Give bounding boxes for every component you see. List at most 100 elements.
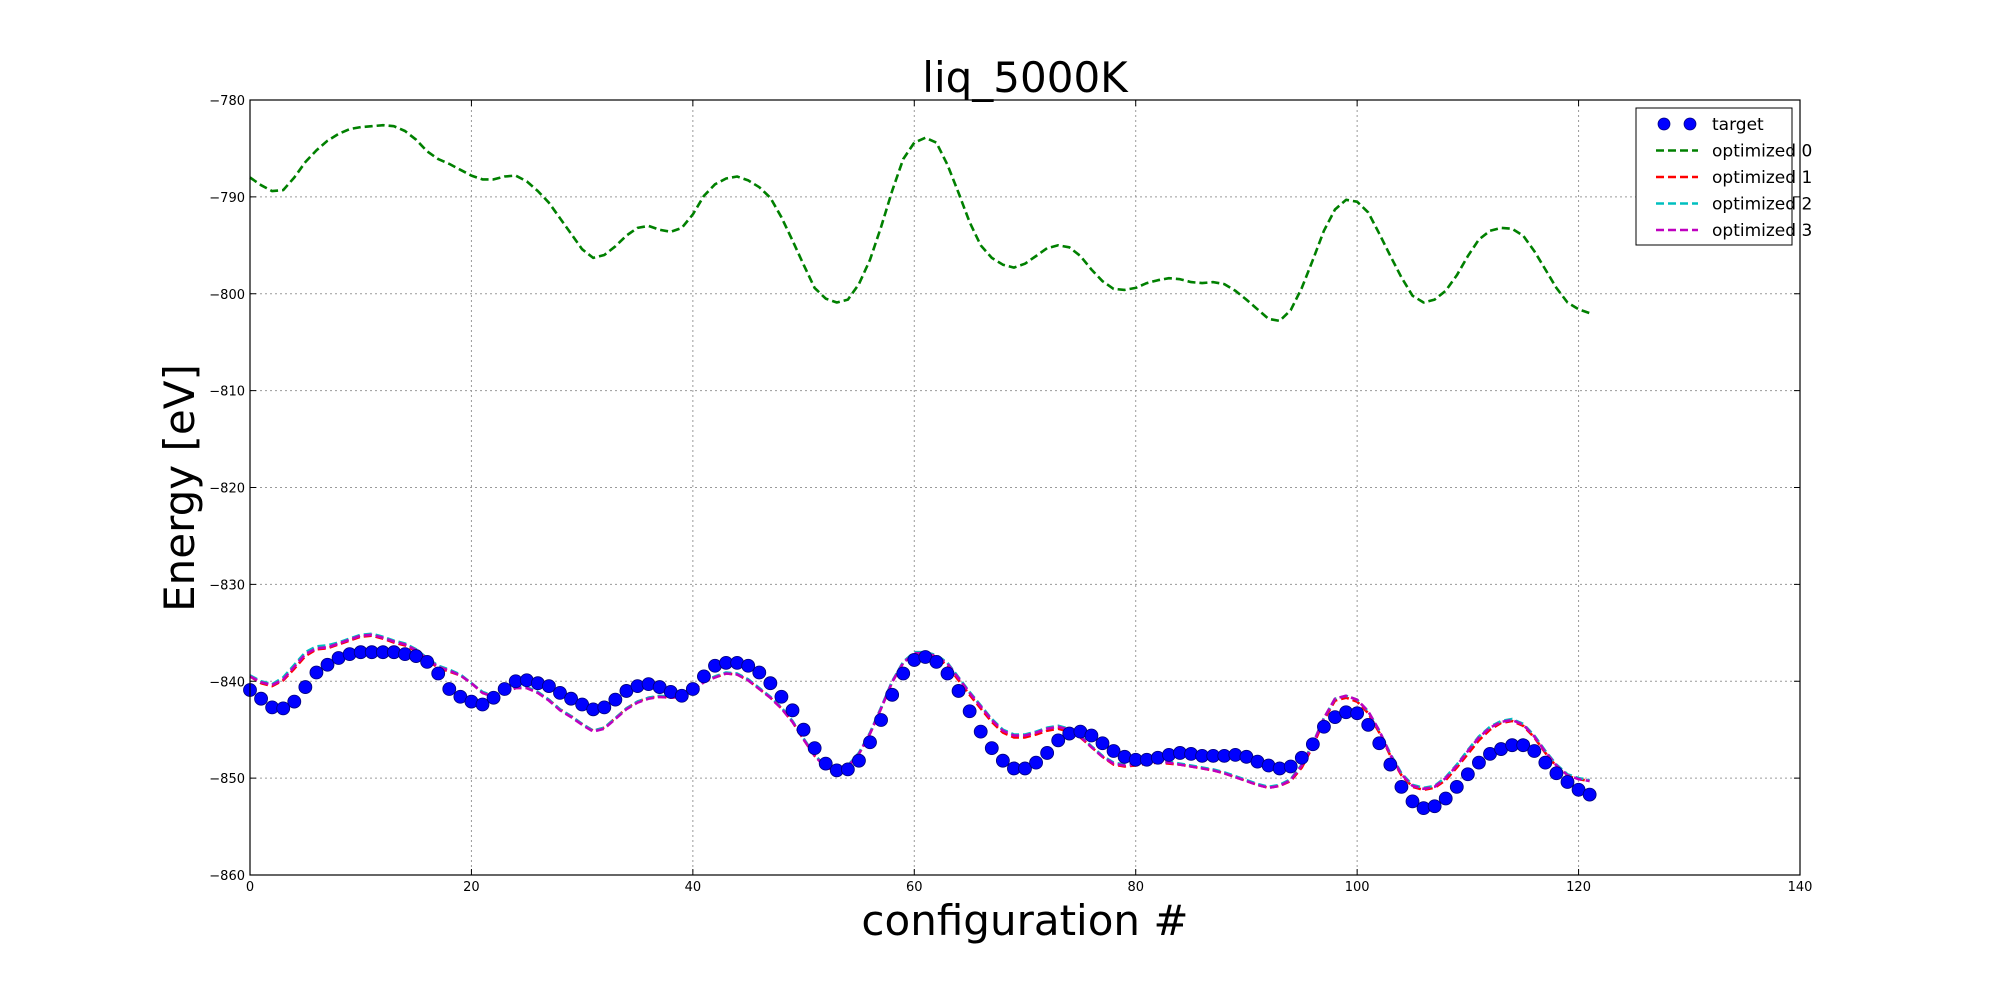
target-point xyxy=(1449,779,1464,794)
legend-label: optimized 3 xyxy=(1712,221,1812,241)
target-point xyxy=(564,691,578,706)
x-tick-label: 60 xyxy=(906,880,923,895)
axis-ticks: 0 20 40 60 80 100 120 140 −780 −790 −800 −810 −820 −8… xyxy=(209,94,1812,895)
x-tick-label: 80 xyxy=(1127,880,1144,895)
target-point xyxy=(409,649,423,663)
target-point xyxy=(1294,750,1309,765)
target-point xyxy=(995,753,1010,768)
target-point xyxy=(785,703,800,718)
target-point xyxy=(1029,755,1043,770)
x-tick-label: 40 xyxy=(685,880,702,895)
target-point xyxy=(420,654,435,669)
target-point xyxy=(685,682,700,696)
target-point xyxy=(1040,746,1055,760)
target-point xyxy=(1361,717,1376,732)
target-point xyxy=(497,682,512,696)
target-point xyxy=(951,684,966,698)
target-point xyxy=(1051,733,1066,748)
target-point xyxy=(597,700,612,715)
x-tick-label: 0 xyxy=(246,880,254,895)
y-tick-label: −800 xyxy=(209,288,245,303)
legend-label: optimized 2 xyxy=(1712,195,1812,215)
target-point xyxy=(741,658,756,673)
x-tick-label: 120 xyxy=(1566,880,1591,895)
legend-marker xyxy=(1657,117,1671,131)
target-point xyxy=(863,735,877,750)
target-point xyxy=(940,666,955,681)
y-tick-label: −790 xyxy=(209,191,245,206)
x-axis-title: configuration # xyxy=(861,896,1188,945)
target-point xyxy=(1516,738,1531,753)
target-point xyxy=(309,665,324,680)
target-point xyxy=(1106,744,1121,758)
target-point xyxy=(431,666,446,681)
y-tick-label: −810 xyxy=(209,385,245,400)
target-point xyxy=(984,741,999,755)
target-point xyxy=(1394,779,1409,794)
target-point xyxy=(874,713,888,727)
y-tick-label: −860 xyxy=(209,869,245,884)
y-tick-label: −830 xyxy=(209,578,245,593)
target-point xyxy=(1372,736,1387,751)
target-point xyxy=(1549,766,1564,781)
legend-label: target xyxy=(1712,115,1764,135)
target-point xyxy=(553,685,567,700)
target-point xyxy=(774,689,789,704)
y-tick-label: −780 xyxy=(209,94,245,109)
target-point xyxy=(674,688,689,703)
target-point xyxy=(1560,775,1575,789)
legend: target optimized 0 optimized 1 optimized 2 o… xyxy=(1635,107,1812,246)
target-point xyxy=(1582,787,1597,802)
chart-title: liq_5000K xyxy=(922,53,1129,102)
legend-label: optimized 1 xyxy=(1712,168,1812,188)
target-point xyxy=(752,665,767,680)
target-point xyxy=(1527,744,1542,758)
x-tick-label: 100 xyxy=(1345,880,1370,895)
target-point xyxy=(796,722,811,737)
target-point xyxy=(1405,794,1420,809)
x-tick-label: 140 xyxy=(1788,880,1813,895)
legend-marker xyxy=(1683,117,1697,131)
x-tick-label: 20 xyxy=(463,880,480,895)
target-point xyxy=(973,724,988,739)
target-point xyxy=(298,680,313,694)
target-point xyxy=(896,666,911,681)
target-point xyxy=(1427,799,1442,814)
target-point xyxy=(885,687,900,702)
target-point xyxy=(852,753,866,768)
target-point xyxy=(697,669,711,684)
y-axis-title: Energy [eV] xyxy=(155,364,204,612)
target-point xyxy=(1350,706,1365,721)
target-point xyxy=(818,756,833,771)
legend-label: optimized 0 xyxy=(1712,142,1812,162)
y-tick-label: −840 xyxy=(209,675,245,690)
target-point xyxy=(1018,761,1032,776)
target-point xyxy=(320,657,335,672)
target-point xyxy=(962,704,977,719)
series-line-optimized-0 xyxy=(249,123,1591,323)
target-point xyxy=(807,741,822,755)
target-point xyxy=(475,697,490,712)
target-point xyxy=(1084,728,1099,743)
y-tick-label: −820 xyxy=(209,482,245,497)
target-point xyxy=(287,694,302,709)
target-point xyxy=(1538,755,1553,770)
target-point xyxy=(1472,755,1486,770)
series-target xyxy=(243,645,1597,816)
target-point xyxy=(254,691,268,706)
target-point xyxy=(1305,737,1320,752)
target-point xyxy=(1283,759,1298,774)
target-point xyxy=(442,682,457,696)
target-point xyxy=(1438,791,1453,806)
target-point xyxy=(763,676,778,691)
target-point xyxy=(608,692,623,707)
target-point xyxy=(840,762,855,777)
target-point xyxy=(1460,767,1475,782)
legend-entries: target optimized 0 optimized 1 optimized 2 o… xyxy=(1656,115,1812,241)
target-point xyxy=(1383,757,1398,772)
series-layer xyxy=(243,123,1597,816)
grid xyxy=(250,100,1800,875)
target-point xyxy=(542,679,556,693)
target-point xyxy=(929,654,944,669)
